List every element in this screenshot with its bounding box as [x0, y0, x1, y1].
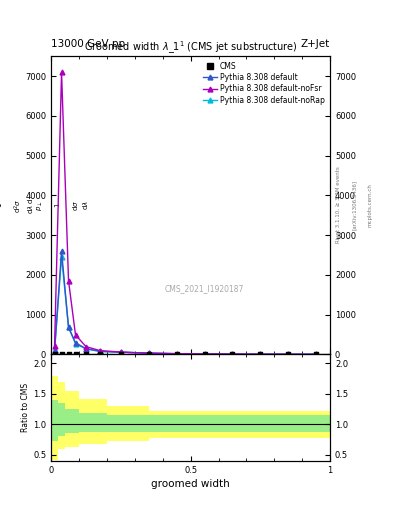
- Pythia 8.308 default-noRap: [119, 349, 123, 355]
- Point: [118, 350, 124, 358]
- Line: Pythia 8.308 default: Pythia 8.308 default: [52, 249, 319, 357]
- Point: [145, 350, 152, 358]
- Pythia 8.308 default: [119, 349, 123, 355]
- Pythia 8.308 default: [73, 340, 78, 346]
- Pythia 8.308 default-noRap: [202, 351, 207, 357]
- Point: [285, 350, 292, 358]
- Title: Groomed width $\lambda\_1^1$ (CMS jet substructure): Groomed width $\lambda\_1^1$ (CMS jet su…: [84, 40, 298, 56]
- Pythia 8.308 default-noFsr: [230, 351, 235, 357]
- Line: Pythia 8.308 default-noRap: Pythia 8.308 default-noRap: [52, 254, 319, 357]
- Pythia 8.308 default: [84, 346, 88, 352]
- Text: CMS_2021_I1920187: CMS_2021_I1920187: [165, 284, 244, 293]
- X-axis label: groomed width: groomed width: [151, 479, 230, 489]
- Pythia 8.308 default-noRap: [174, 351, 179, 357]
- Pythia 8.308 default: [97, 348, 102, 354]
- Legend: CMS, Pythia 8.308 default, Pythia 8.308 default-noFsr, Pythia 8.308 default-noRa: CMS, Pythia 8.308 default, Pythia 8.308 …: [202, 60, 326, 106]
- Point: [174, 350, 180, 358]
- Point: [257, 350, 263, 358]
- Pythia 8.308 default-noRap: [286, 351, 291, 357]
- Point: [202, 350, 208, 358]
- Pythia 8.308 default: [66, 324, 71, 330]
- Pythia 8.308 default-noRap: [73, 340, 78, 347]
- Pythia 8.308 default-noRap: [146, 350, 151, 356]
- Pythia 8.308 default: [286, 351, 291, 357]
- Point: [97, 350, 103, 358]
- Text: Rivet 3.1.10, ≥ 3.2M events: Rivet 3.1.10, ≥ 3.2M events: [336, 166, 341, 243]
- Pythia 8.308 default-noRap: [258, 351, 263, 357]
- Pythia 8.308 default-noFsr: [314, 351, 318, 357]
- Pythia 8.308 default-noFsr: [119, 349, 123, 355]
- Text: mcplots.cern.ch: mcplots.cern.ch: [367, 183, 373, 227]
- Pythia 8.308 default-noRap: [59, 254, 64, 260]
- Pythia 8.308 default-noRap: [84, 346, 88, 352]
- Pythia 8.308 default-noFsr: [146, 350, 151, 356]
- Line: Pythia 8.308 default-noFsr: Pythia 8.308 default-noFsr: [52, 70, 319, 357]
- Point: [72, 350, 79, 358]
- Pythia 8.308 default: [59, 248, 64, 254]
- Pythia 8.308 default-noRap: [66, 324, 71, 330]
- Point: [51, 350, 58, 358]
- Point: [83, 350, 89, 358]
- Pythia 8.308 default: [146, 350, 151, 356]
- Pythia 8.308 default-noFsr: [66, 278, 71, 284]
- Y-axis label: Ratio to CMS: Ratio to CMS: [21, 383, 30, 432]
- Point: [313, 350, 319, 358]
- Pythia 8.308 default-noRap: [230, 351, 235, 357]
- Pythia 8.308 default-noFsr: [97, 348, 102, 354]
- Point: [65, 350, 72, 358]
- Pythia 8.308 default: [52, 347, 57, 353]
- Point: [59, 350, 65, 358]
- Pythia 8.308 default: [202, 351, 207, 357]
- Pythia 8.308 default: [230, 351, 235, 357]
- Pythia 8.308 default-noFsr: [174, 351, 179, 357]
- Text: [arXiv:1306.3436]: [arXiv:1306.3436]: [352, 180, 357, 230]
- Pythia 8.308 default-noFsr: [73, 332, 78, 338]
- Point: [229, 350, 235, 358]
- Pythia 8.308 default-noRap: [314, 351, 318, 357]
- Y-axis label: $\mathrm{mathrm\ d}^{2}N$
$\mathrm{d}\lambda\ \mathrm{d}$
$p_\perp\ \mathrm{m}$
: $\mathrm{mathrm\ d}^{2}N$ $\mathrm{d}\la…: [0, 183, 90, 228]
- Pythia 8.308 default-noRap: [52, 348, 57, 354]
- Pythia 8.308 default: [314, 351, 318, 357]
- Pythia 8.308 default-noFsr: [286, 351, 291, 357]
- Pythia 8.308 default-noFsr: [84, 344, 88, 350]
- Pythia 8.308 default-noFsr: [202, 351, 207, 357]
- Text: Z+Jet: Z+Jet: [301, 38, 330, 49]
- Pythia 8.308 default-noFsr: [52, 343, 57, 349]
- Pythia 8.308 default: [258, 351, 263, 357]
- Pythia 8.308 default-noFsr: [258, 351, 263, 357]
- Pythia 8.308 default-noFsr: [59, 69, 64, 75]
- Text: 13000 GeV pp: 13000 GeV pp: [51, 38, 125, 49]
- Pythia 8.308 default-noRap: [97, 349, 102, 355]
- Pythia 8.308 default: [174, 351, 179, 357]
